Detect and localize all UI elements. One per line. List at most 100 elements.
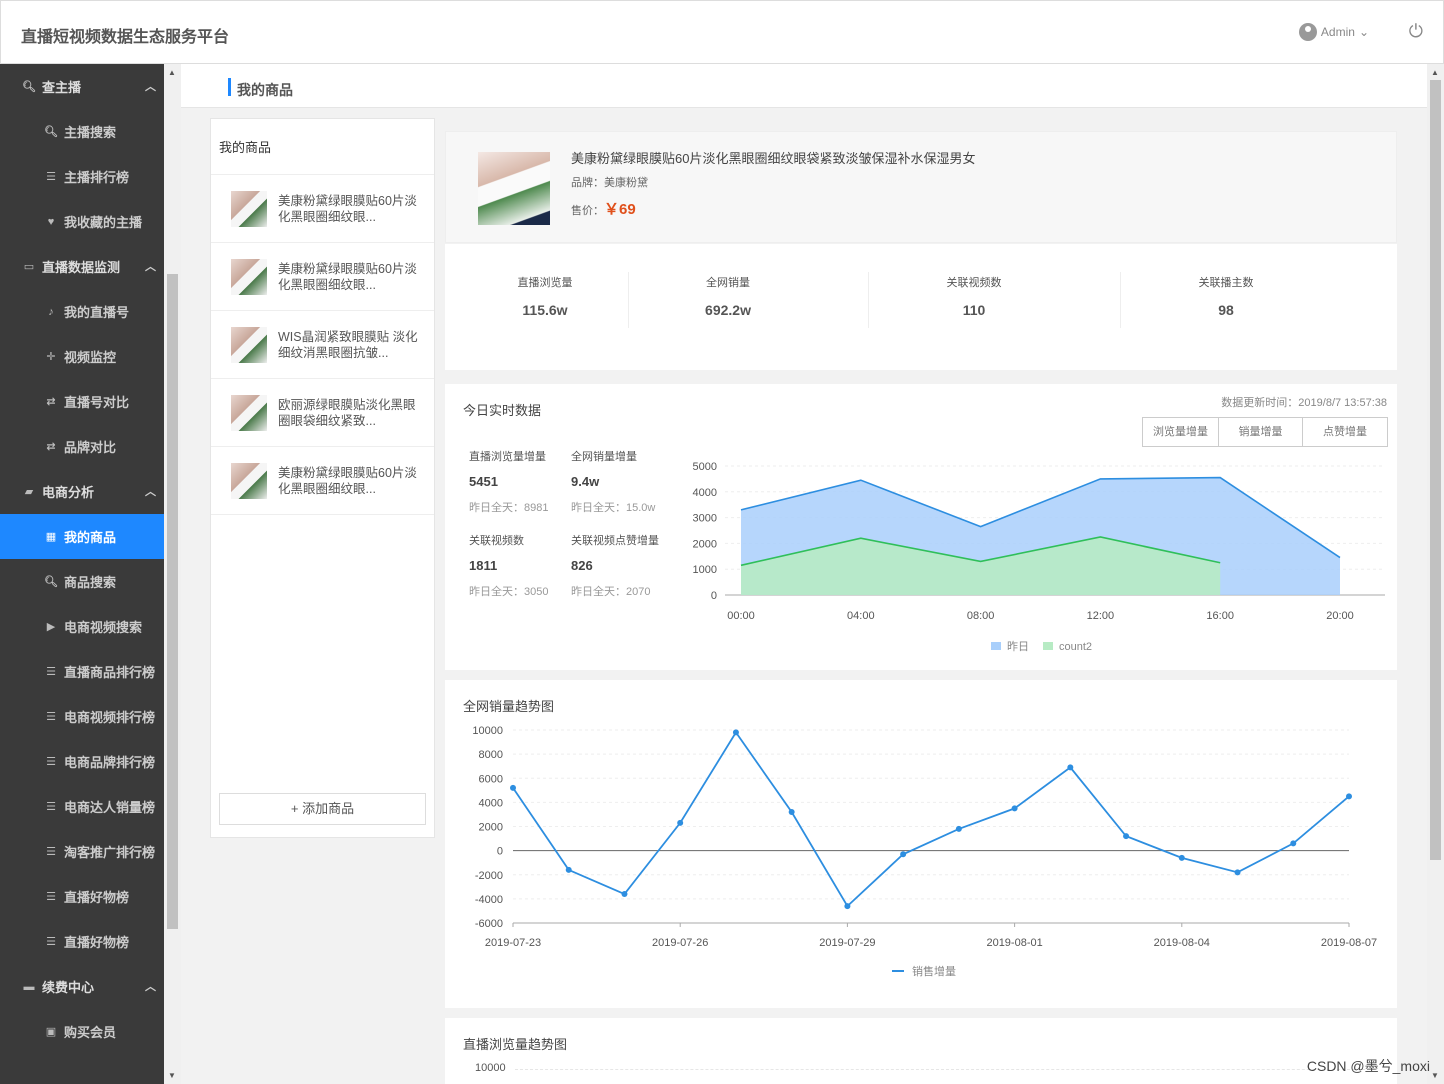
chevron-up-icon: ︿ bbox=[145, 981, 156, 993]
list-icon: ☰ bbox=[46, 666, 56, 678]
sidebar-item[interactable]: ☰ 主播排行榜 bbox=[0, 154, 164, 199]
sidebar-item[interactable]: ☰ 直播好物榜 bbox=[0, 919, 164, 964]
heart-icon: ♥ bbox=[47, 215, 55, 228]
sidebar-item-label: 电商视频搜索 bbox=[64, 620, 143, 635]
data-point bbox=[621, 891, 628, 898]
stat-videos: 关联视频数 110 bbox=[874, 274, 1074, 318]
views-increment-button[interactable]: 浏览量增量 bbox=[1143, 418, 1219, 446]
sidebar-item-label: 淘客推广排行榜 bbox=[64, 845, 156, 860]
page-scroll-thumb[interactable] bbox=[1430, 80, 1441, 860]
y-tick-label: -6000 bbox=[475, 918, 503, 930]
product-thumbnail bbox=[231, 326, 267, 363]
sidebar-item[interactable]: ▦ 我的商品 bbox=[0, 514, 164, 559]
product-row[interactable]: 美康粉黛绿眼膜贴60片淡化黑眼圈细纹眼... bbox=[211, 447, 434, 515]
x-tick-label: 08:00 bbox=[967, 610, 995, 622]
y-tick-label: 1000 bbox=[693, 564, 717, 576]
sidebar-item[interactable]: ☰ 电商品牌排行榜 bbox=[0, 739, 164, 784]
y-tick-label: 10000 bbox=[472, 725, 503, 737]
product-stats: 直播浏览量 115.6w 全网销量 692.2w 关联视频数 110 关联播主数… bbox=[445, 244, 1397, 370]
product-row[interactable]: 美康粉黛绿眼膜贴60片淡化黑眼圈细纹眼... bbox=[211, 243, 434, 311]
sidebar-item[interactable]: ☰ 电商视频排行榜 bbox=[0, 694, 164, 739]
sidebar-group[interactable]: 🔍︎ 查主播 ︿ bbox=[0, 64, 164, 109]
section-title: 直播浏览量趋势图 bbox=[463, 1037, 568, 1052]
x-tick-label: 12:00 bbox=[1087, 610, 1115, 622]
sidebar-item[interactable]: ☰ 淘客推广排行榜 bbox=[0, 829, 164, 874]
product-row[interactable]: 欧丽源绿眼膜贴淡化黑眼圈眼袋细纹紧致... bbox=[211, 379, 434, 447]
sidebar-item[interactable]: ♪ 我的直播号 bbox=[0, 289, 164, 334]
sidebar-item[interactable]: ▶ 电商视频搜索 bbox=[0, 604, 164, 649]
user-avatar-icon bbox=[1298, 23, 1317, 41]
product-row[interactable]: 美康粉黛绿眼膜贴60片淡化黑眼圈细纹眼... bbox=[211, 175, 434, 243]
y-tick-label: -2000 bbox=[475, 870, 503, 882]
product-row[interactable]: WIS晶润紧致眼膜贴 淡化细纹消黑眼圈抗皱... bbox=[211, 311, 434, 379]
sidebar-item[interactable]: 🔍︎ 主播搜索 bbox=[0, 109, 164, 154]
kpi-label: 关联视频点赞增量 bbox=[571, 535, 659, 547]
sidebar-item[interactable]: ♥ 我收藏的主播 bbox=[0, 199, 164, 244]
page-scrollbar[interactable]: ▲ ▼ bbox=[1427, 64, 1444, 1084]
add-product-button[interactable]: + 添加商品 bbox=[219, 793, 426, 825]
y-tick-label: 5000 bbox=[693, 461, 717, 473]
gridline bbox=[515, 1069, 1375, 1070]
sales-line-chart: -6000 -4000 -2000 0 2000 4000 6000 8000 10000 201… bbox=[472, 725, 1377, 978]
likes-increment-button[interactable]: 点赞增量 bbox=[1323, 426, 1367, 438]
sidebar-item[interactable]: ⇄ 直播号对比 bbox=[0, 379, 164, 424]
kpi-label: 全网销量增量 bbox=[571, 451, 637, 463]
legend-label: 昨日 bbox=[1007, 640, 1029, 653]
sidebar-item-label: 主播排行榜 bbox=[64, 170, 130, 185]
list-icon: ☰ bbox=[46, 801, 56, 813]
chevron-up-icon: ︿ bbox=[145, 81, 156, 93]
chevron-down-icon: ⌄ bbox=[1358, 25, 1369, 39]
x-tick-label: 20:00 bbox=[1326, 610, 1354, 622]
x-tick-label: 2019-08-01 bbox=[986, 937, 1042, 949]
sidebar-item[interactable]: ▣ 购买会员 bbox=[0, 1009, 164, 1054]
y-tick-label: 4000 bbox=[693, 487, 717, 499]
power-icon[interactable]: ⏻ bbox=[1408, 21, 1423, 41]
x-tick-label: 2019-08-07 bbox=[1321, 937, 1377, 949]
app-title: 直播短视频数据生态服务平台 bbox=[21, 29, 230, 46]
sidebar-group[interactable]: ▰ 电商分析 ︿ bbox=[0, 469, 164, 514]
sidebar-group[interactable]: ▬ 续费中心 ︿ bbox=[0, 964, 164, 1009]
scroll-down-icon[interactable]: ▼ bbox=[168, 1071, 176, 1080]
sidebar-scroll-thumb[interactable] bbox=[167, 274, 178, 929]
sidebar-scrollbar[interactable]: ▲ ▼ bbox=[164, 64, 181, 1084]
data-point bbox=[844, 903, 851, 910]
list-icon: ☰ bbox=[46, 711, 56, 723]
scroll-up-icon[interactable]: ▲ bbox=[1431, 68, 1439, 77]
sidebar-item-label: 直播商品排行榜 bbox=[64, 665, 156, 680]
sidebar-item-label: 视频监控 bbox=[64, 350, 117, 365]
sidebar-group[interactable]: ▭ 直播数据监测 ︿ bbox=[0, 244, 164, 289]
list-icon: ☰ bbox=[46, 756, 56, 768]
sidebar-item[interactable]: ⇄ 品牌对比 bbox=[0, 424, 164, 469]
sidebar-item-label: 我收藏的主播 bbox=[64, 215, 143, 230]
sales-increment-button[interactable]: 销量增量 bbox=[1219, 418, 1303, 446]
stat-value: 98 bbox=[1218, 302, 1234, 318]
sidebar-item[interactable]: ☰ 电商达人销量榜 bbox=[0, 784, 164, 829]
scroll-down-icon[interactable]: ▼ bbox=[1431, 1071, 1439, 1080]
kpi-label: 关联视频数 bbox=[469, 535, 524, 547]
sidebar-item[interactable]: ☰ 直播好物榜 bbox=[0, 874, 164, 919]
data-point bbox=[565, 866, 572, 873]
user-name: Admin bbox=[1320, 25, 1355, 39]
divider bbox=[1120, 272, 1121, 328]
chevron-up-icon: ︿ bbox=[145, 486, 156, 498]
kpi-prev: 昨日全天：2070 bbox=[571, 586, 651, 598]
user-menu[interactable]: Admin ⌄ bbox=[1298, 23, 1369, 41]
stat-label: 关联视频数 bbox=[946, 277, 1002, 289]
product-name: 美康粉黛绿眼膜贴60片淡化黑眼圈细纹眼... bbox=[278, 261, 417, 292]
sales-trend-section: 全网销量趋势图 -6000 -4000 -2000 0 2000 4000 6000 8000… bbox=[445, 680, 1397, 1008]
x-tick-label: 16:00 bbox=[1206, 610, 1234, 622]
kpi-value: 5451 bbox=[469, 474, 498, 489]
sidebar-item[interactable]: 🔍︎ 商品搜索 bbox=[0, 559, 164, 604]
series-line bbox=[512, 730, 1350, 908]
sidebar-item-label: 商品搜索 bbox=[64, 575, 117, 590]
sidebar-item[interactable]: ✛ 视频监控 bbox=[0, 334, 164, 379]
kpi-prev: 昨日全天：8981 bbox=[469, 502, 549, 514]
scroll-up-icon[interactable]: ▲ bbox=[168, 68, 176, 77]
list-icon: ☰ bbox=[46, 171, 56, 183]
divider bbox=[628, 272, 629, 328]
stat-value: 115.6w bbox=[522, 302, 568, 318]
sidebar-item[interactable]: ☰ 直播商品排行榜 bbox=[0, 649, 164, 694]
kpi-sales: 全网销量增量 9.4w 昨日全天：15.0w bbox=[571, 448, 655, 515]
stat-value: 110 bbox=[962, 302, 986, 318]
crosshair-icon: ✛ bbox=[46, 351, 56, 363]
